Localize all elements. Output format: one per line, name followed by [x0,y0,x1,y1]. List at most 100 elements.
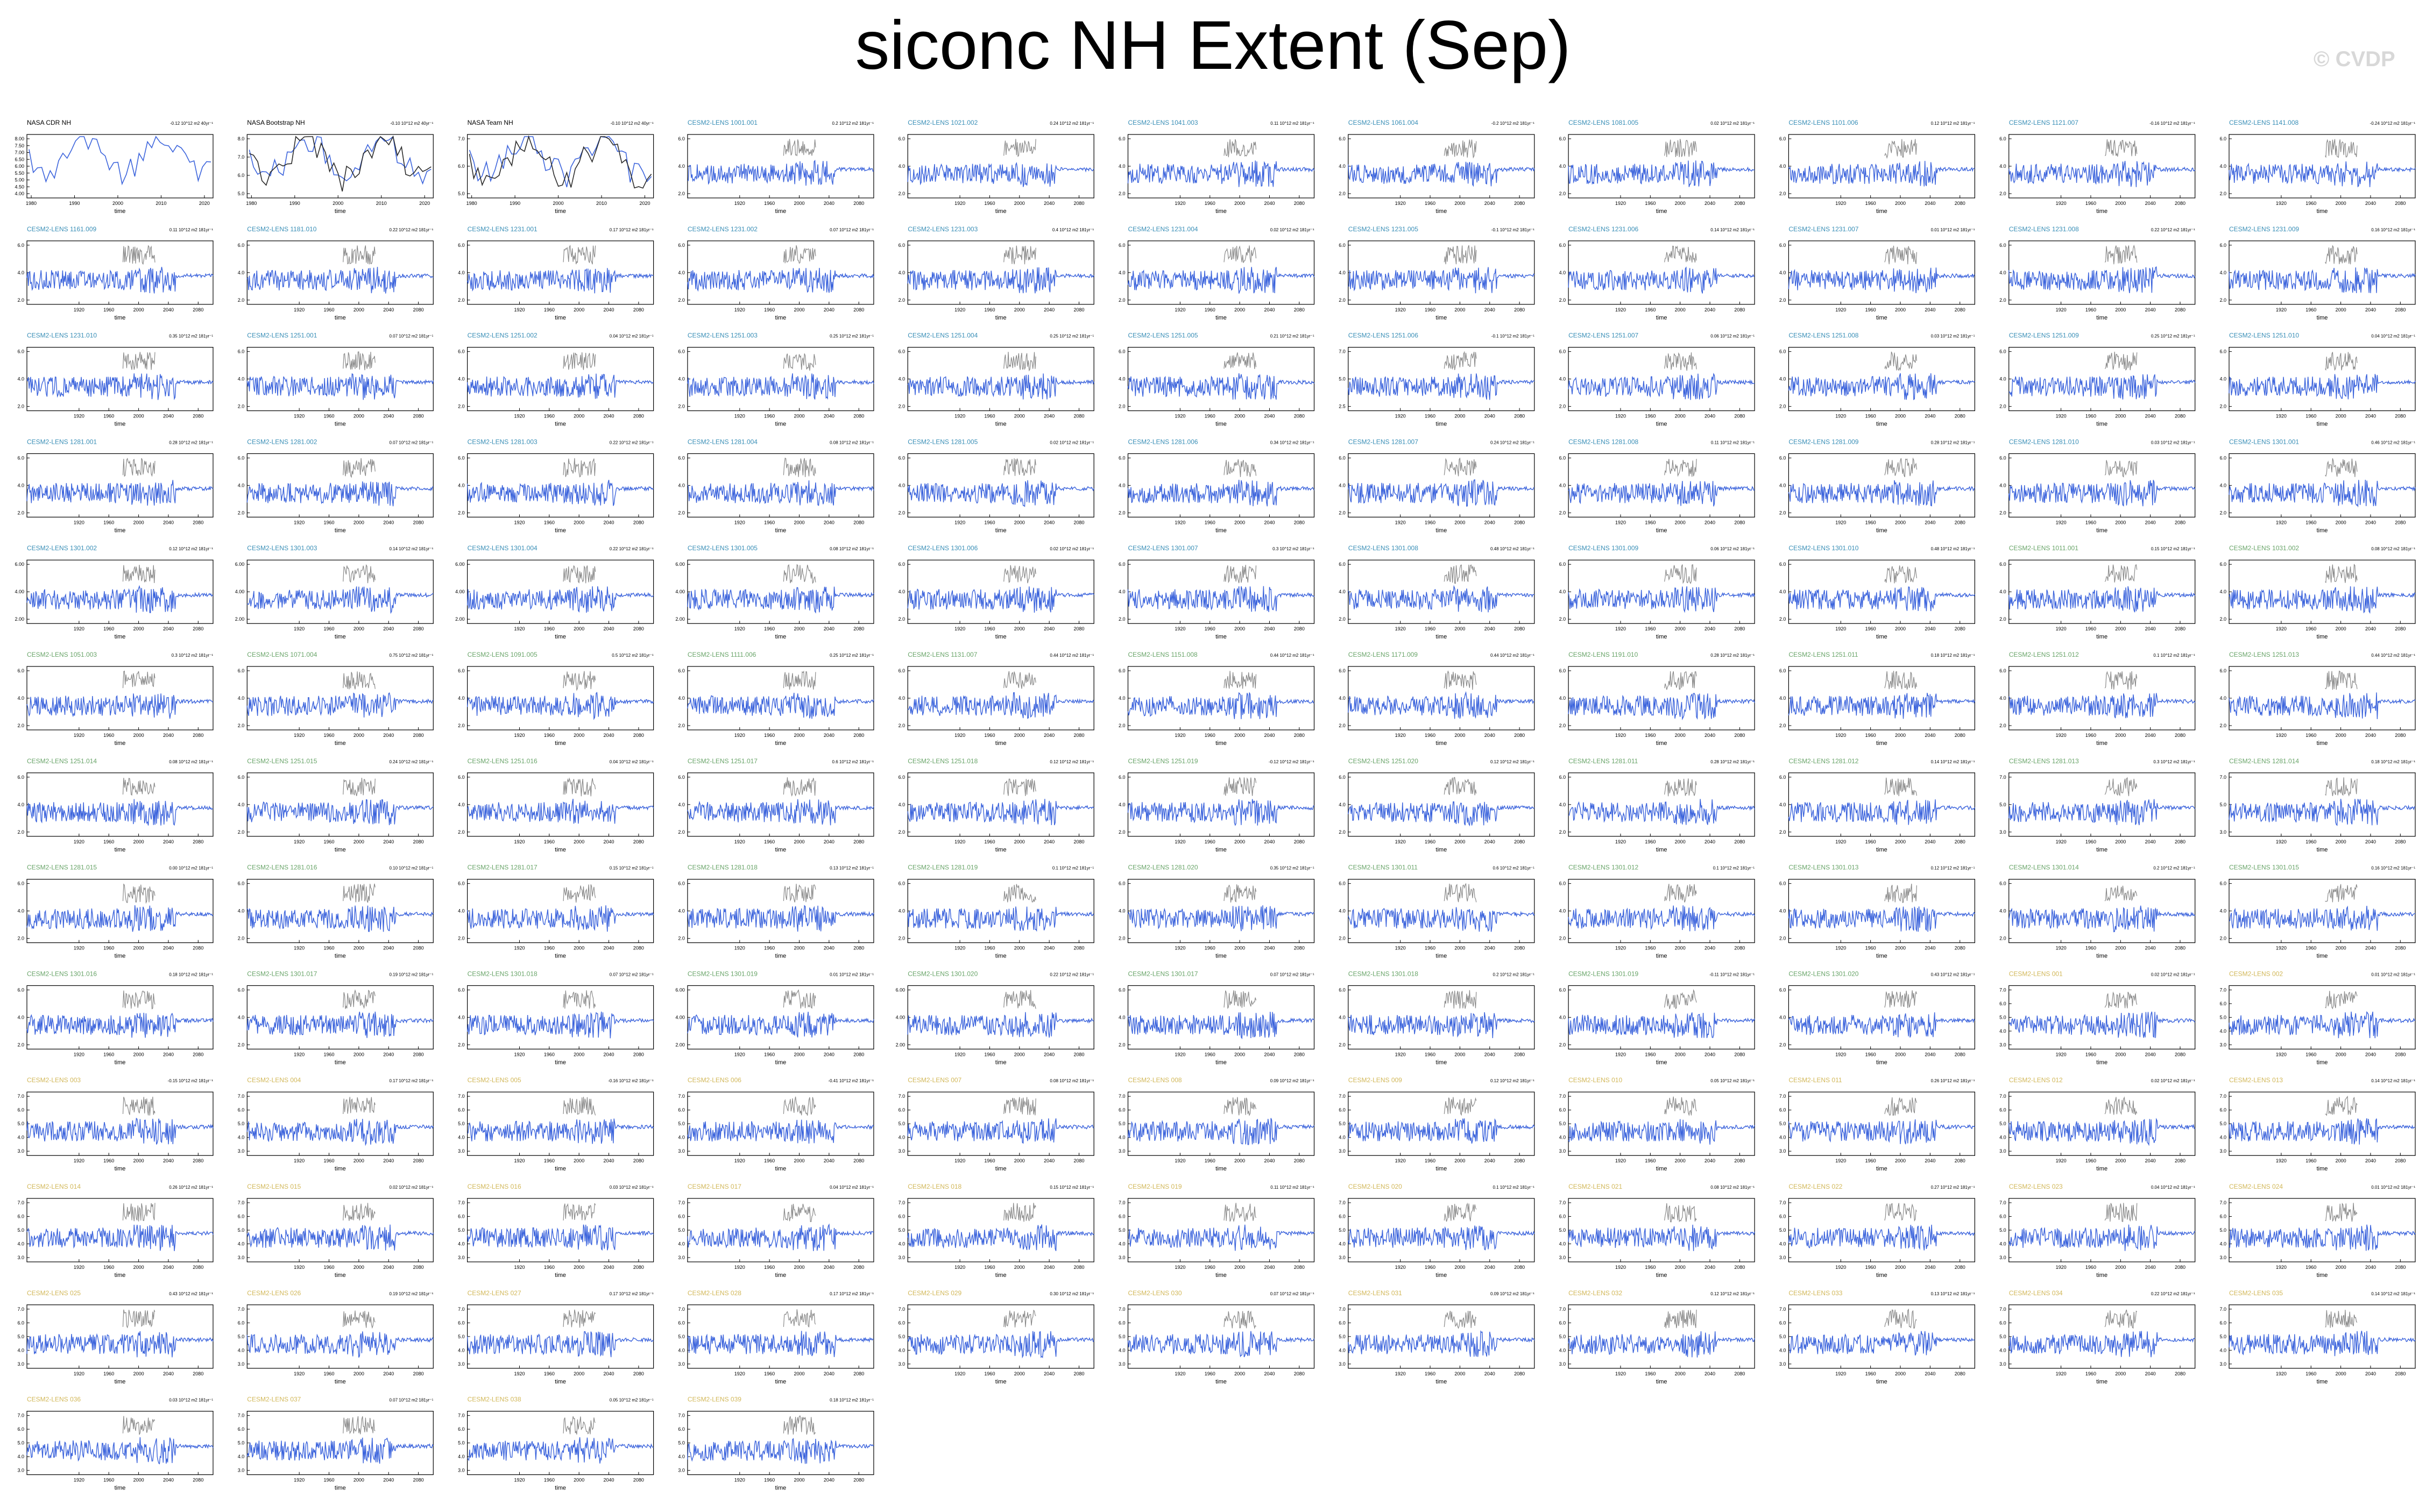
x-tick-label: 1920 [1175,520,1185,525]
obs-overlay-line [343,351,376,371]
x-tick-label: 2000 [2115,201,2126,206]
y-tick-label: 5.0 [1999,1227,2006,1233]
y-tick-label: 5.00 [15,178,24,183]
x-tick-label: 2080 [1734,1265,1745,1270]
obs-overlay-line [2104,460,2138,478]
x-axis-label: time [115,1272,126,1279]
panel: CESM2-LENS 1161.009 0.11 10^12 m2 181yr⁻¹… [17,225,214,321]
obs-overlay-line [1884,245,1917,265]
panel: CESM2-LENS 1301.008 0.48 10^12 m2 181yr⁻¹… [1339,544,1535,640]
obs-overlay-line [2325,884,2358,903]
y-tick-label: 6.0 [1559,136,1566,141]
y-tick-label: 4.0 [1339,270,1346,275]
y-tick-label: 4.0 [1779,1014,1786,1020]
panel-label: CESM2-LENS 036 [27,1396,81,1403]
x-tick-label: 2000 [353,733,364,738]
x-tick-label: 1960 [1645,946,1656,951]
panel: CESM2-LENS 010 0.05 10^12 m2 181yr⁻¹7.06.… [1559,1076,1755,1172]
x-tick-label: 1960 [1865,307,1876,313]
x-tick-label: 2080 [633,414,644,419]
y-tick-label: 3.0 [238,1468,245,1473]
x-tick-label: 2080 [1955,733,1965,738]
y-tick-label: 6.0 [2219,562,2226,567]
y-tick-label: 6.0 [17,881,24,886]
panel-label: CESM2-LENS 1281.010 [2009,438,2079,445]
plot-frame [907,453,1094,518]
y-tick-label: 4.0 [458,1454,465,1459]
x-tick-label: 1920 [294,1158,305,1163]
panel: CESM2-LENS 1301.017 0.07 10^12 m2 181yr⁻¹… [1119,970,1315,1066]
page-title: siconc NH Extent (Sep) [855,7,1571,84]
y-tick-label: 4.0 [17,695,24,701]
x-tick-label: 2080 [413,839,424,844]
y-tick-label: 7.0 [458,1307,465,1312]
y-tick-label: 5.0 [1339,1227,1346,1233]
x-axis-label: time [1876,1059,1887,1066]
x-tick-label: 2080 [633,520,644,525]
trend-label: 0.12 10^12 m2 181yr⁻¹ [1050,759,1094,764]
model-series-line [246,1437,434,1464]
x-tick-label: 2000 [1454,1052,1465,1057]
panel: CESM2-LENS 021 0.08 10^12 m2 181yr⁻¹7.06.… [1559,1183,1755,1279]
y-tick-label: 5.0 [1779,1227,1786,1233]
x-tick-label: 2080 [193,626,203,631]
x-tick-label: 2040 [1044,1371,1055,1376]
model-series-line [2008,480,2196,507]
obs-overlay-line [1444,1310,1477,1329]
y-tick-label: 6.0 [1119,1108,1126,1113]
x-tick-label: 2040 [604,520,614,525]
trend-label: 0.18 10^12 m2 181yr⁻¹ [2371,759,2415,764]
obs-overlay-line [1003,352,1036,372]
x-tick-label: 2000 [574,1158,584,1163]
x-tick-label: 2040 [1484,414,1495,419]
panel-label: CESM2-LENS 1301.019 [688,970,758,977]
x-tick-label: 2040 [604,1478,614,1483]
x-tick-label: 1920 [2276,1265,2287,1270]
x-axis-label: time [775,1059,787,1066]
x-axis-label: time [115,1485,126,1492]
y-tick-label: 4.0 [1339,482,1346,488]
x-tick-label: 1960 [764,520,775,525]
obs-overlay-line [1664,1203,1697,1223]
plot-frame [466,346,654,411]
plot-frame [687,985,874,1050]
obs-overlay-line [122,1416,155,1435]
obs-overlay-line [1884,139,1917,159]
x-tick-label: 2080 [1734,307,1745,313]
x-tick-label: 2040 [383,1158,394,1163]
panel-label: CESM2-LENS 1301.020 [1788,970,1858,977]
x-tick-label: 2080 [1734,201,1745,206]
x-tick-label: 1960 [324,946,335,951]
y-tick-label: 3.0 [678,1148,685,1154]
x-tick-label: 1920 [1835,1158,1846,1163]
y-tick-label: 2.0 [1999,191,2006,196]
y-tick-label: 4.0 [899,1241,906,1247]
x-tick-label: 2000 [2115,733,2126,738]
trend-label: 0.46 10^12 m2 181yr⁻¹ [2371,440,2415,445]
y-tick-label: 6.0 [458,243,465,248]
trend-label: 0.03 10^12 m2 181yr⁻¹ [2151,440,2195,445]
panel-label: CESM2-LENS 009 [1348,1076,1402,1084]
x-tick-label: 2010 [376,201,387,206]
panel: CESM2-LENS 032 0.12 10^12 m2 181yr⁻¹7.06.… [1559,1289,1755,1385]
y-tick-label: 4.0 [1999,270,2006,275]
x-tick-label: 1960 [2305,839,2316,844]
x-tick-label: 2040 [163,1265,174,1270]
y-tick-label: 6.0 [1779,881,1786,886]
y-tick-label: 4.0 [1779,1347,1786,1353]
obs-overlay-line [1884,1308,1917,1329]
panel-label: CESM2-LENS 1301.012 [1568,864,1638,871]
x-tick-label: 1920 [1835,201,1846,206]
x-axis-label: time [2096,421,2107,428]
y-tick-label: 2.0 [1339,297,1346,303]
x-axis-label: time [995,527,1007,534]
x-tick-label: 2000 [1234,1158,1245,1163]
y-tick-label: 6.0 [1559,881,1566,886]
x-tick-label: 2040 [604,626,614,631]
x-axis-label: time [2096,847,2107,853]
plot-frame [2008,666,2196,730]
x-tick-label: 1920 [1835,839,1846,844]
x-tick-label: 2040 [824,1478,834,1483]
plot-frame [1348,134,1535,198]
